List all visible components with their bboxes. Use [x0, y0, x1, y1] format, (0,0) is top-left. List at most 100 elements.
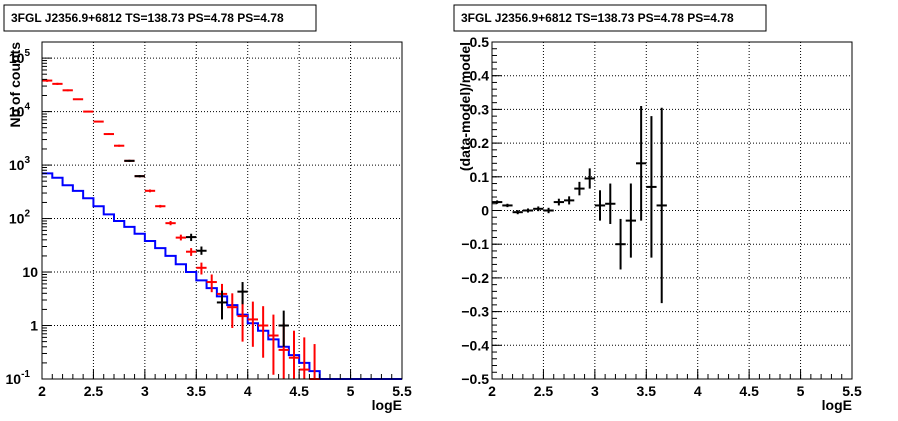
residual-grid	[492, 42, 852, 379]
residual-panel: 3FGL J2356.9+6812 TS=138.73 PS=4.78 PS=4…	[453, 4, 862, 413]
model-errorbar-point	[186, 248, 197, 256]
model-errorbar-point	[206, 274, 217, 293]
model-errorbar-point	[52, 82, 63, 85]
residual-title: 3FGL J2356.9+6812 TS=138.73 PS=4.78 PS=4…	[461, 11, 734, 25]
residual-errorbar-point	[574, 181, 585, 196]
model-errorbar-point	[83, 110, 94, 113]
counts-x-tick-label: 5.5	[392, 383, 412, 399]
model-errorbar-point	[237, 299, 248, 342]
counts-panel: 3FGL J2356.9+6812 TS=138.73 PS=4.78 PS=4…	[3, 4, 412, 413]
residual-x-tick-label: 3.5	[637, 383, 657, 399]
model-errorbar-point	[72, 98, 84, 101]
residual-x-tick-label: 2.5	[534, 383, 554, 399]
counts-plot-frame	[41, 41, 403, 380]
counts-x-tick-label: 4.5	[289, 383, 309, 399]
model-errorbar-point	[114, 144, 125, 147]
residual-errorbar-point	[564, 196, 575, 205]
model-errorbar-point	[196, 262, 207, 275]
residual-errorbar-point	[594, 190, 606, 221]
residual-y-tick-label: −0.2	[461, 270, 489, 286]
counts-y-tick-label: 102	[9, 209, 31, 227]
residual-errorbar-point	[522, 208, 534, 213]
model-errorbar-point	[165, 220, 176, 226]
residual-y-tick-label: −0.5	[461, 371, 489, 387]
residual-y-tick-label: −0.1	[461, 236, 489, 252]
residual-y-tick-label: −0.4	[461, 337, 489, 353]
model-errorbar-point	[309, 344, 320, 380]
residual-errorbar-point	[646, 116, 657, 258]
counts-y-tick-label: 1	[30, 318, 38, 334]
counts-x-axis-label: logE	[372, 397, 402, 413]
model-errorbar-point	[288, 330, 300, 379]
data-errorbar-point	[278, 310, 289, 347]
model-errorbar-point	[93, 120, 104, 123]
residual-x-tick-label: 2	[488, 383, 496, 399]
model-errorbar-point	[103, 133, 114, 136]
residual-y-tick-label: 0	[481, 203, 489, 219]
residual-errorbar-point	[656, 107, 667, 304]
residual-errorbar-point	[492, 200, 503, 204]
counts-x-tick-label: 3	[141, 383, 149, 399]
residual-errorbar-point	[636, 106, 647, 221]
data-errorbar-point	[196, 246, 207, 255]
model-errorbar-point	[175, 234, 186, 241]
residual-errorbar-point	[533, 206, 544, 212]
residual-y-axis-label: (data-model)/model	[457, 42, 473, 171]
counts-y-tick-label: 10	[22, 264, 38, 280]
counts-x-tick-label: 2.5	[84, 383, 104, 399]
model-errorbar-point	[42, 79, 53, 82]
counts-title-box	[3, 4, 317, 32]
residual-x-tick-label: 5	[797, 383, 805, 399]
counts-title: 3FGL J2356.9+6812 TS=138.73 PS=4.78 PS=4…	[11, 11, 284, 25]
model-errorbar-point	[144, 189, 156, 193]
residual-errorbar-point	[584, 168, 595, 189]
residual-y-tick-label: 0.5	[470, 34, 490, 50]
residual-x-tick-label: 4.5	[739, 383, 759, 399]
residual-errorbar-point	[605, 183, 616, 224]
residual-y-tick-label: 0.3	[470, 101, 490, 117]
model-errorbar-point	[247, 301, 258, 347]
data-errorbar-point	[216, 290, 228, 320]
residual-errorbar-point	[625, 183, 636, 258]
residual-x-tick-label: 4	[694, 383, 702, 399]
counts-y-tick-label: 10-1	[6, 369, 31, 387]
model-errorbar-point	[227, 293, 238, 328]
residual-errorbar-point	[553, 198, 564, 206]
counts-x-tick-label: 5	[347, 383, 355, 399]
residual-y-tick-label: 0.4	[470, 68, 490, 84]
residual-errorbar-point	[502, 203, 513, 208]
model-errorbar-point	[258, 306, 269, 358]
model-step-line	[42, 172, 402, 380]
counts-x-tick-label: 4	[244, 383, 252, 399]
residual-errorbar-point	[512, 210, 523, 215]
residual-y-tick-label: −0.3	[461, 304, 489, 320]
residual-x-tick-label: 5.5	[842, 383, 862, 399]
counts-grid	[42, 42, 402, 379]
model-errorbar-point	[299, 337, 310, 379]
residual-series	[492, 106, 667, 304]
residual-x-axis-label: logE	[822, 397, 852, 413]
model-errorbar-point	[155, 204, 166, 208]
model-errorbar-point	[62, 89, 73, 92]
counts-x-tick-label: 2	[38, 383, 46, 399]
model-errorbar-point	[268, 314, 279, 375]
residual-axes-ticks: 2 2.5 3 3.5 4 4.5 5 5.5 −0.5 −0.4 −0.3 −0.2 −0.1 0 0.1…	[461, 34, 862, 399]
residual-y-tick-label: 0.1	[470, 169, 490, 185]
counts-y-tick-label: 103	[9, 155, 31, 173]
residual-errorbar-point	[615, 218, 626, 270]
residual-errorbar-point	[543, 207, 554, 214]
data-errorbar-point	[124, 159, 135, 162]
data-errorbar-point	[186, 233, 197, 242]
counts-series	[42, 79, 402, 380]
residual-x-tick-label: 3	[591, 383, 599, 399]
counts-x-tick-label: 3.5	[187, 383, 207, 399]
counts-axes-ticks: 2 2.5 3 3.5 4 4.5 5 5.5 10-1 1 10 102 103 104 105	[6, 48, 412, 399]
counts-y-axis-label: Nb of counts	[7, 42, 23, 128]
residual-y-tick-label: 0.2	[470, 135, 490, 151]
counts-y-tick-label: 105	[9, 48, 31, 66]
data-errorbar-point	[134, 175, 145, 178]
residual-title-box	[453, 4, 767, 32]
data-errorbar-point	[237, 282, 248, 305]
counts-y-tick-label: 104	[9, 102, 31, 120]
